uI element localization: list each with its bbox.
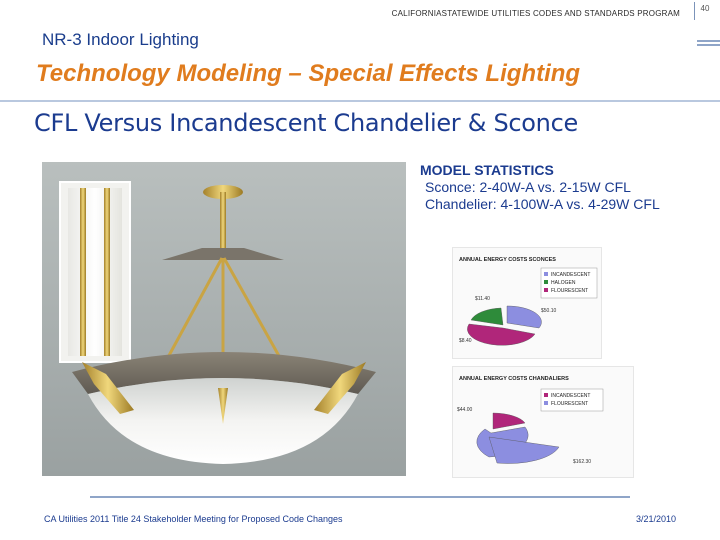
support-arm bbox=[222, 257, 290, 373]
pie-slice-flourescent bbox=[467, 323, 536, 346]
chandelier-sconce-photo bbox=[42, 162, 406, 476]
legend-label: FLOURESCENT bbox=[551, 288, 588, 294]
page-number: 40 bbox=[694, 2, 715, 20]
legend-swatch bbox=[544, 288, 548, 292]
legend-label: FLOURESCENT bbox=[551, 401, 588, 407]
pie-slice-halogen bbox=[470, 307, 504, 326]
legend-box bbox=[540, 388, 604, 412]
model-statistics: MODEL STATISTICS Sconce: 2-40W-A vs. 2-1… bbox=[420, 162, 700, 213]
data-label: $11.40 bbox=[475, 296, 490, 302]
stats-heading: MODEL STATISTICS bbox=[420, 162, 554, 178]
pie-slice-incandescent bbox=[492, 412, 526, 430]
legend-swatch bbox=[544, 401, 548, 405]
section-label: NR-3 Indoor Lighting bbox=[42, 30, 199, 49]
data-label: $8.40 bbox=[459, 338, 472, 344]
sconce-brass-bar bbox=[80, 188, 86, 356]
data-label: $44.00 bbox=[457, 407, 473, 413]
pie-slice-incandescent bbox=[506, 305, 542, 329]
program-header: CALIFORNIASTATEWIDE UTILITIES CODES AND … bbox=[391, 9, 680, 18]
bowl-rim bbox=[72, 352, 376, 394]
sconce-glass bbox=[68, 188, 122, 356]
legend-box bbox=[540, 267, 598, 299]
legend-swatch bbox=[544, 393, 548, 397]
slide-title: Technology Modeling – Special Effects Li… bbox=[36, 60, 581, 87]
data-label: $50.10 bbox=[541, 308, 557, 314]
support-arm bbox=[158, 257, 224, 373]
legend-label: INCANDESCENT bbox=[551, 393, 590, 399]
sconce-brass-bar bbox=[104, 188, 110, 356]
legend-label: INCANDESCENT bbox=[551, 272, 590, 278]
legend-label: HALOGEN bbox=[551, 280, 576, 286]
decor-line bbox=[697, 44, 720, 46]
chart-legend: INCANDESCENT FLOURESCENT bbox=[540, 388, 604, 412]
bowl-brass-accent bbox=[314, 362, 366, 414]
sconce-cost-chart: ANNUAL ENERGY COSTS SCONCES INCANDESCENT… bbox=[452, 247, 602, 359]
stats-chandelier: Chandelier: 4-100W-A vs. 4-29W CFL bbox=[425, 196, 660, 212]
slide-subtitle: CFL Versus Incandescent Chandelier & Sco… bbox=[34, 109, 578, 137]
data-label: $162.30 bbox=[573, 459, 591, 465]
footer-divider bbox=[90, 496, 630, 498]
pie-slice-flourescent-body bbox=[488, 436, 560, 464]
legend-swatch bbox=[544, 280, 548, 284]
bowl-brass-accent bbox=[218, 388, 228, 424]
footer-meeting: CA Utilities 2011 Title 24 Stakeholder M… bbox=[44, 514, 343, 524]
chandelier-cost-chart: ANNUAL ENERGY COSTS CHANDALIERS INCANDES… bbox=[452, 366, 634, 478]
bowl-brass-accent bbox=[82, 362, 134, 414]
chart-title: ANNUAL ENERGY COSTS CHANDALIERS bbox=[459, 376, 569, 382]
chandelier-stem bbox=[220, 192, 226, 254]
upper-shade bbox=[162, 248, 284, 260]
decor-line bbox=[697, 40, 720, 42]
title-divider bbox=[0, 100, 720, 102]
footer-date: 3/21/2010 bbox=[636, 514, 677, 524]
chart-legend: INCANDESCENT HALOGEN FLOURESCENT bbox=[540, 267, 598, 299]
stats-sconce: Sconce: 2-40W-A vs. 2-15W CFL bbox=[425, 179, 631, 195]
chart-title: ANNUAL ENERGY COSTS SCONCES bbox=[459, 257, 556, 263]
legend-swatch bbox=[544, 272, 548, 276]
